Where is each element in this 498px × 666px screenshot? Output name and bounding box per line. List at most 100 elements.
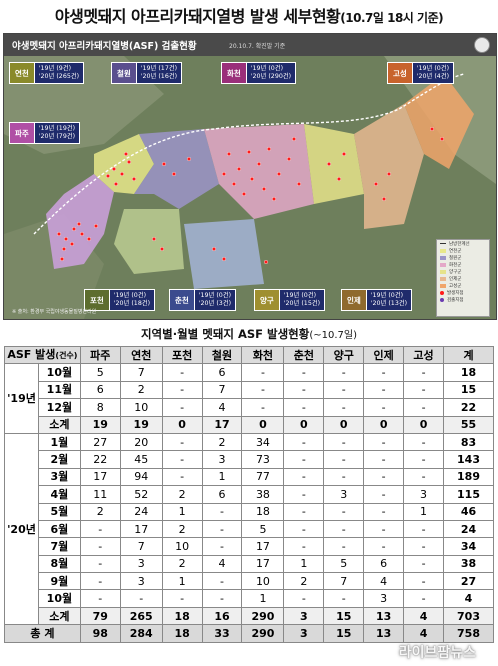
table-cell: 3	[323, 485, 365, 504]
col-header: 춘천	[283, 345, 325, 365]
goseong-region	[404, 74, 474, 169]
table-cell: 7	[323, 572, 365, 591]
table-cell: -	[201, 519, 243, 539]
table-cell: -	[403, 572, 444, 591]
table-cell: -	[241, 363, 285, 382]
table-cell: 1	[283, 554, 325, 574]
table-cell: 98	[79, 624, 121, 643]
table-cell: -	[161, 363, 203, 382]
table-cell: 15	[323, 624, 365, 643]
table-cell: -	[363, 380, 405, 400]
month-label: 2월	[37, 450, 81, 469]
month-label: 11월	[37, 380, 81, 400]
table-cell: -	[323, 589, 365, 608]
col-header: 연천	[119, 345, 163, 365]
table-cell: -	[363, 519, 405, 539]
table-cell: -	[403, 537, 444, 556]
col-header: 고성	[403, 345, 444, 365]
map-source: ※ 출처: 환경부 국립야생동물질병관리원	[12, 309, 97, 315]
total-row: 총 계 98 284 18 33 290 3 15 13 4 758	[4, 624, 494, 643]
table-cell: -	[283, 380, 325, 400]
table-cell: -	[283, 537, 325, 556]
table-cell: -	[363, 432, 405, 452]
table-cell: -	[323, 432, 365, 452]
table-cell: 17	[79, 467, 121, 487]
table-cell: 79	[79, 606, 121, 626]
table-cell: 115	[443, 485, 494, 504]
month-label: 10월	[37, 589, 81, 608]
table-cell: 27	[443, 572, 494, 591]
asf-map: 야생멧돼지 아프리카돼지열병(ASF) 검출현황 20.10.7. 확진발 기준…	[3, 33, 497, 320]
table-cell: 284	[119, 624, 163, 643]
table-cell: 94	[119, 467, 163, 487]
table-cell: 18	[241, 502, 285, 521]
table-cell: -	[201, 589, 243, 608]
table-row: 11월 6 2-7- - - - -15	[5, 380, 494, 400]
table-cell: 19	[119, 415, 163, 434]
col-header: 파주	[79, 345, 121, 365]
table-cell: -	[161, 467, 203, 487]
table-cell: 0	[241, 415, 285, 434]
table-cell: 0	[403, 415, 444, 434]
table-cell: 24	[119, 502, 163, 521]
table-cell: -	[283, 432, 325, 452]
callout-cheorwon: 철원 '19년 (17건) '20년 (16건)	[111, 62, 183, 84]
table-cell: 5	[79, 363, 121, 382]
table-cell: -	[161, 432, 203, 452]
table-header: ASF 발생(건수) 파주 연천 포천 철원 화천 춘천 양구 인제 고성 계	[4, 345, 494, 365]
table-cell: -	[363, 485, 405, 504]
table-cell: -	[79, 589, 121, 608]
table-cell: 4	[403, 606, 444, 626]
table-cell: 38	[241, 485, 285, 504]
table-cell: 18	[443, 363, 494, 382]
table-cell: -	[323, 450, 365, 469]
table-cell: -	[283, 519, 325, 539]
table-cell: -	[323, 380, 365, 400]
table-cell: 22	[443, 398, 494, 417]
callout-paju: 파주 '19년 (19건) '20년 (79건)	[9, 122, 81, 144]
month-label: 3월	[37, 467, 81, 487]
table-cell: 4	[201, 398, 243, 417]
table-cell: 45	[119, 450, 163, 469]
hwacheon-region	[204, 124, 314, 219]
table-cell: 3	[403, 485, 444, 504]
callout-pocheon: 포천 '19년 (0건) '20년 (18건)	[84, 289, 156, 311]
table-cell: 7	[119, 537, 163, 556]
table-cell: 18	[161, 624, 203, 643]
asf-table: ASF 발생(건수) 파주 연천 포천 철원 화천 춘천 양구 인제 고성 계 …	[4, 345, 494, 643]
table-cell: 17	[241, 554, 285, 574]
table-cell: 4	[363, 572, 405, 591]
col-header: 포천	[161, 345, 203, 365]
table-cell: 2	[201, 432, 243, 452]
table-cell: 34	[241, 432, 285, 452]
subtotal-row: 소계 79 265 18 16 290 3 15 13 4 703	[5, 606, 494, 626]
table-cell: 4	[443, 589, 494, 608]
table-cell: 2	[161, 519, 203, 539]
table-cell: -	[403, 398, 444, 417]
table-cell: 3	[119, 554, 163, 574]
callout-yanggu: 양구 '19년 (0건) '20년 (15건)	[254, 289, 326, 311]
watermark: 라이브팜뉴스	[398, 645, 476, 661]
table-cell: -	[283, 485, 325, 504]
table-cell: -	[161, 398, 203, 417]
table-cell: 15	[443, 380, 494, 400]
table-cell: -	[201, 572, 243, 591]
outbreak-points	[57, 126, 445, 264]
table-cell: 1	[403, 502, 444, 521]
table-cell: -	[161, 380, 203, 400]
map-date: 20.10.7. 확진발 기준	[229, 43, 286, 50]
month-label: 8월	[37, 554, 81, 574]
table-cell: 13	[363, 606, 405, 626]
table-cell: 290	[241, 606, 285, 626]
table-cell: 2	[161, 485, 203, 504]
table-cell: 189	[443, 467, 494, 487]
table-cell: -	[283, 589, 325, 608]
year-label: '19년	[4, 363, 39, 434]
table-cell: -	[403, 519, 444, 539]
yeoncheon-region	[94, 134, 154, 194]
table-cell: -	[363, 450, 405, 469]
callout-chuncheon: 춘천 '19년 (0건) '20년 (3건)	[169, 289, 237, 311]
table-cell: 6	[201, 485, 243, 504]
table-row: '20년 1월 27 20-2 34- - - -83	[4, 432, 494, 626]
table-cell: 27	[79, 432, 121, 452]
